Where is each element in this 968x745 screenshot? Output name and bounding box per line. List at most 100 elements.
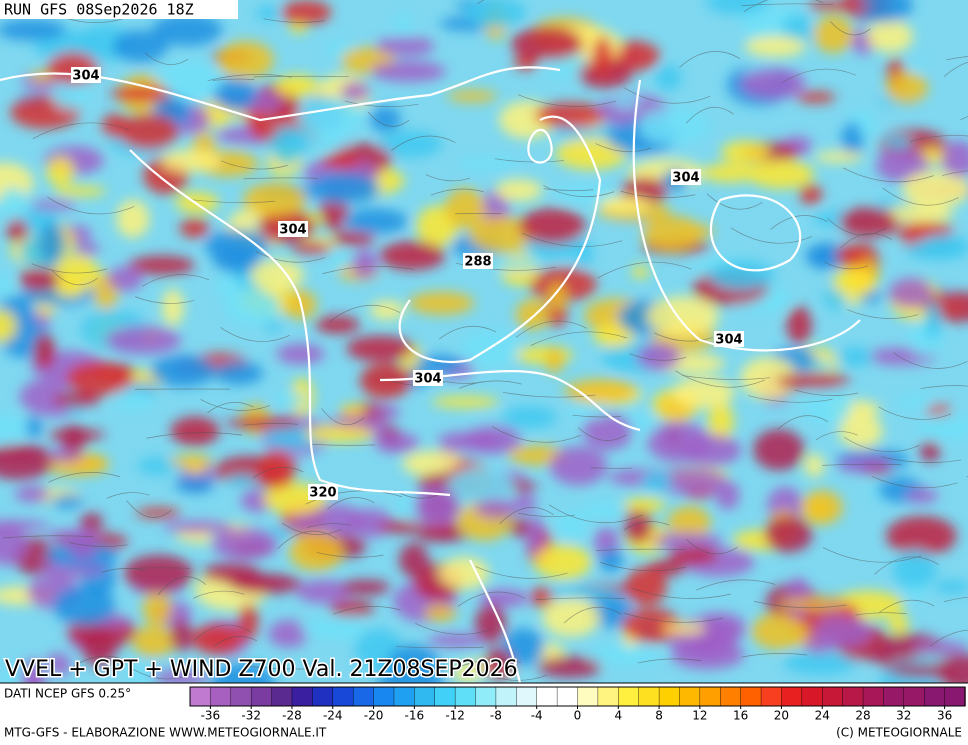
- field-blob: [804, 453, 825, 478]
- field-blob: [545, 346, 564, 374]
- field-blob: [744, 35, 807, 58]
- streamline: [144, 52, 189, 65]
- field-blob: [832, 267, 876, 298]
- field-blob: [611, 97, 642, 109]
- streamline: [747, 395, 833, 403]
- field-blob: [289, 22, 307, 34]
- field-blob: [548, 282, 567, 311]
- streamline: [946, 56, 968, 61]
- streamline: [741, 3, 834, 7]
- streamline: [623, 521, 670, 531]
- streamline: [131, 667, 192, 680]
- field-blob: [346, 335, 414, 362]
- field-blob: [912, 641, 968, 654]
- field-blob: [369, 106, 401, 133]
- streamline: [686, 106, 734, 124]
- streamline: [632, 588, 732, 599]
- streamline: [135, 296, 195, 304]
- field-blob: [296, 98, 365, 136]
- field-blob: [152, 13, 223, 46]
- field-blob: [142, 591, 172, 626]
- field-blob: [378, 520, 427, 534]
- streamline: [475, 566, 568, 579]
- field-blob: [437, 431, 501, 451]
- field-blob: [515, 298, 550, 331]
- streamline: [32, 122, 130, 140]
- colorbar-tick-label: -8: [490, 709, 502, 723]
- field-blob: [508, 518, 530, 537]
- colorbar-swatch: [720, 686, 742, 707]
- footer-left: MTG-GFS - ELABORAZIONE WWW.METEOGIORNALE…: [4, 726, 327, 740]
- streamline: [824, 261, 868, 270]
- field-blob: [224, 474, 258, 486]
- field-blob: [149, 355, 216, 387]
- streamline: [193, 590, 245, 599]
- field-blob: [202, 562, 260, 583]
- field-blob: [377, 663, 444, 683]
- field-blob: [132, 625, 177, 657]
- streamline: [333, 606, 401, 615]
- field-blob: [636, 343, 682, 371]
- field-blob: [474, 604, 507, 644]
- colorbar-tick-label: -20: [364, 709, 384, 723]
- streamline: [220, 327, 290, 342]
- field-blob: [214, 78, 257, 112]
- field-blob: [110, 85, 172, 102]
- field-blob: [669, 546, 719, 565]
- streamline: [243, 423, 299, 426]
- field-blob: [45, 653, 71, 677]
- field-blob: [593, 323, 635, 348]
- field-blob: [0, 524, 28, 566]
- streamline: [623, 612, 724, 623]
- field-blob: [0, 309, 18, 343]
- streamline: [255, 251, 326, 263]
- colorbar-tick-label: 0: [574, 709, 582, 723]
- field-blob: [369, 300, 405, 320]
- field-blob: [250, 259, 305, 291]
- colorbar-swatch: [944, 686, 966, 707]
- field-blob: [191, 623, 244, 655]
- streamline: [872, 476, 958, 489]
- streamline: [910, 135, 968, 142]
- streamline: [212, 78, 255, 81]
- field-blob: [623, 506, 653, 544]
- field-blob: [211, 527, 279, 560]
- field-blob: [444, 187, 486, 229]
- colorbar-swatch: [189, 686, 212, 707]
- field-blob: [934, 580, 968, 594]
- field-blob: [884, 204, 954, 223]
- streamline: [425, 174, 471, 182]
- field-blob: [258, 450, 296, 488]
- streamline: [595, 143, 652, 152]
- streamline: [141, 274, 210, 287]
- streamline: [623, 87, 711, 104]
- field-blob: [271, 124, 302, 166]
- streamline: [220, 160, 288, 170]
- field-blob: [179, 218, 210, 238]
- field-blob: [701, 163, 759, 183]
- field-blob: [268, 620, 309, 648]
- streamline: [741, 653, 808, 658]
- streamline: [207, 74, 292, 81]
- field-blob: [225, 416, 300, 430]
- field-blob: [439, 556, 490, 590]
- field-blob: [339, 404, 366, 417]
- field-blob: [217, 40, 274, 80]
- contour-label: 320: [309, 486, 336, 501]
- streamline: [48, 472, 121, 483]
- field-blob: [340, 82, 370, 102]
- streamline: [706, 193, 763, 210]
- streamline: [190, 199, 275, 203]
- field-blob: [170, 416, 220, 446]
- field-blob: [836, 244, 865, 268]
- streamline: [321, 408, 365, 426]
- colorbar-tick-label: -16: [405, 709, 425, 723]
- streamline: [246, 665, 335, 670]
- field-blob: [667, 506, 712, 540]
- streamline: [281, 522, 342, 535]
- field-blob: [642, 215, 702, 251]
- field-blob: [622, 497, 666, 512]
- field-blob: [116, 199, 150, 238]
- field-blob: [813, 15, 854, 54]
- field-blob: [526, 515, 545, 555]
